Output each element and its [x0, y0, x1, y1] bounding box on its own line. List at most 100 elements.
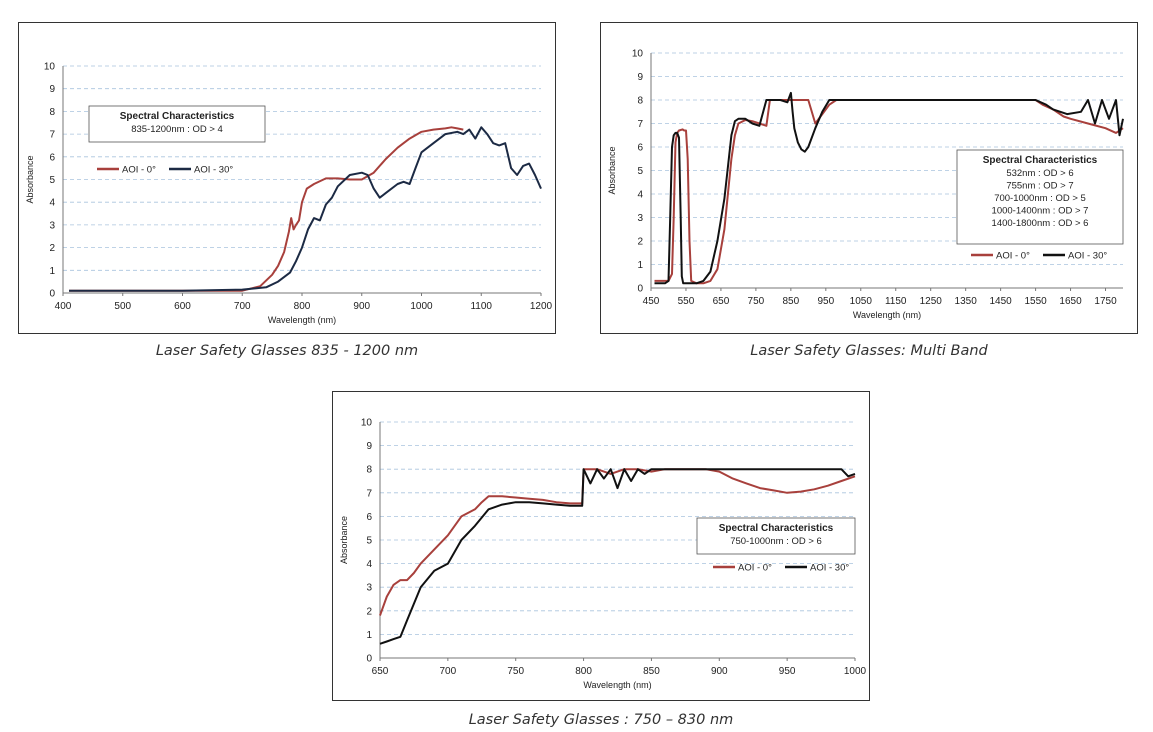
- y-tick-label: 8: [49, 107, 55, 118]
- y-tick-label: 6: [366, 512, 372, 523]
- x-tick-label: 450: [643, 296, 660, 307]
- x-tick-label: 950: [779, 666, 796, 677]
- chart-3: 0 1 2 3 4 5 6 7 8 9 10 650 700 750 800 850 900 950 1000 Wav…: [339, 418, 867, 691]
- x-tick-label: 1250: [920, 296, 943, 307]
- y-tick-label: 8: [637, 96, 643, 107]
- chart-panel-2: 0 1 2 3 4 5 6 7 8 9 10 450 550 650 750 850 950 1050 1150 12…: [600, 22, 1138, 334]
- spectral-box-line: 1400-1800nm : OD > 6: [992, 218, 1089, 229]
- spectral-box-line: 835-1200nm : OD > 4: [131, 124, 223, 135]
- x-tick-label: 1100: [470, 301, 492, 312]
- y-tick-label: 1: [637, 260, 643, 271]
- x-tick-label: 400: [55, 301, 72, 312]
- spectral-box-line: 700-1000nm : OD > 5: [994, 193, 1086, 204]
- y-tick-label: 7: [637, 119, 643, 130]
- x-tick-label: 550: [678, 296, 695, 307]
- y-tick-label: 4: [366, 559, 372, 570]
- y-tick-label: 7: [49, 130, 55, 141]
- caption-1: Laser Safety Glasses 835 - 1200 nm: [155, 343, 419, 359]
- series-line-aoi-0: [69, 126, 464, 292]
- x-tick-label: 650: [713, 296, 730, 307]
- x-tick-label: 1000: [410, 301, 433, 312]
- series-line-aoi-30: [654, 91, 1124, 285]
- x-tick-label: 1000: [844, 666, 867, 677]
- x-tick-label: 800: [294, 301, 311, 312]
- y-tick-label: 7: [366, 488, 372, 499]
- y-tick-label: 6: [49, 152, 55, 163]
- spectral-box-line: 750-1000nm : OD > 6: [730, 536, 822, 547]
- chart-2: 0 1 2 3 4 5 6 7 8 9 10 450 550 650 750 850 950 1050 1150 12…: [607, 49, 1124, 320]
- x-tick-label: 1350: [955, 296, 978, 307]
- y-tick-label: 2: [637, 237, 643, 248]
- spectral-box-line: 755nm : OD > 7: [1006, 181, 1073, 192]
- y-tick-label: 3: [637, 213, 643, 224]
- x-tick-label: 700: [234, 301, 251, 312]
- y-tick-label: 9: [637, 72, 643, 83]
- legend-label: AOI - 0°: [738, 563, 772, 574]
- x-tick-label: 650: [372, 666, 389, 677]
- spectral-box: [696, 517, 856, 555]
- y-tick-label: 0: [366, 654, 372, 665]
- spectral-box-line: 1000-1400nm : OD > 7: [992, 206, 1089, 217]
- y-axis-title: Absorbance: [339, 516, 349, 564]
- x-tick-label: 900: [711, 666, 728, 677]
- y-tick-label: 10: [361, 418, 373, 429]
- y-tick-label: 10: [632, 49, 644, 60]
- y-tick-label: 9: [366, 441, 372, 452]
- caption-2: Laser Safety Glasses: Multi Band: [750, 343, 988, 359]
- spectral-box: [956, 149, 1124, 245]
- y-tick-label: 5: [49, 175, 55, 186]
- x-tick-label: 500: [114, 301, 131, 312]
- x-tick-label: 750: [507, 666, 524, 677]
- x-tick-label: 900: [353, 301, 370, 312]
- x-tick-label: 950: [817, 296, 834, 307]
- y-tick-label: 6: [637, 143, 643, 154]
- x-tick-label: 1750: [1094, 296, 1117, 307]
- legend-label: AOI - 30°: [194, 165, 233, 176]
- spectral-box-line: 532nm : OD > 6: [1006, 168, 1073, 179]
- y-tick-label: 4: [49, 198, 55, 209]
- y-tick-label: 8: [366, 465, 372, 476]
- y-tick-label: 0: [637, 284, 643, 295]
- x-tick-label: 1550: [1024, 296, 1047, 307]
- y-tick-label: 0: [49, 289, 55, 300]
- y-tick-label: 1: [49, 266, 55, 277]
- y-tick-label: 5: [637, 166, 643, 177]
- spectral-box-title: Spectral Characteristics: [983, 155, 1098, 166]
- x-tick-label: 750: [748, 296, 765, 307]
- y-tick-label: 5: [366, 536, 372, 547]
- x-tick-label: 700: [440, 666, 457, 677]
- spectral-box-title: Spectral Characteristics: [120, 111, 235, 122]
- x-tick-label: 1150: [885, 296, 907, 307]
- x-tick-label: 1050: [850, 296, 873, 307]
- chart-panel-1: 0 1 2 3 4 5 6 7 8 9 10 400 500 600 700 800 900 1000 1100 12…: [18, 22, 556, 334]
- y-tick-label: 9: [49, 84, 55, 95]
- legend-label: AOI - 30°: [810, 563, 849, 574]
- spectral-box-title: Spectral Characteristics: [719, 523, 834, 534]
- x-tick-label: 850: [643, 666, 660, 677]
- caption-3: Laser Safety Glasses : 750 – 830 nm: [468, 712, 734, 728]
- legend-label: AOI - 0°: [122, 165, 156, 176]
- y-tick-label: 2: [366, 606, 372, 617]
- x-axis-title: Wavelength (nm): [583, 680, 651, 690]
- chart-1: 0 1 2 3 4 5 6 7 8 9 10 400 500 600 700 800 900 1000 1100 12…: [25, 62, 553, 326]
- x-tick-label: 1200: [530, 301, 553, 312]
- x-tick-label: 850: [783, 296, 800, 307]
- series-line-aoi-30: [379, 468, 856, 645]
- x-axis-title: Wavelength (nm): [853, 310, 921, 320]
- y-tick-label: 2: [49, 243, 55, 254]
- x-axis-title: Wavelength (nm): [268, 315, 336, 325]
- y-tick-label: 1: [366, 630, 372, 641]
- y-tick-label: 3: [366, 583, 372, 594]
- legend-label: AOI - 30°: [1068, 251, 1107, 262]
- y-axis-title: Absorbance: [25, 155, 35, 203]
- series-line-aoi-30: [69, 126, 542, 292]
- x-tick-label: 800: [575, 666, 592, 677]
- x-tick-label: 600: [174, 301, 191, 312]
- y-tick-label: 4: [637, 190, 643, 201]
- y-axis-title: Absorbance: [607, 146, 617, 194]
- chart-panel-3: 0 1 2 3 4 5 6 7 8 9 10 650 700 750 800 850 900 950 1000 Wav…: [332, 391, 870, 701]
- x-tick-label: 1450: [990, 296, 1013, 307]
- legend-label: AOI - 0°: [996, 251, 1030, 262]
- spectral-box: [88, 105, 266, 143]
- x-tick-label: 1650: [1059, 296, 1082, 307]
